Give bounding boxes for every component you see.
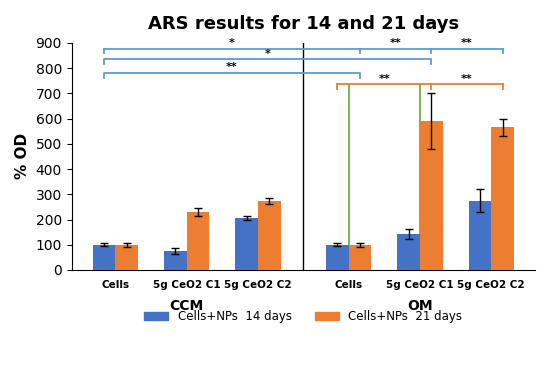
Text: **: ** bbox=[461, 38, 473, 48]
Text: CCM: CCM bbox=[169, 299, 204, 313]
Text: OM: OM bbox=[407, 299, 433, 313]
Text: *: * bbox=[265, 49, 271, 59]
Text: **: ** bbox=[226, 62, 238, 73]
Bar bbox=[258, 201, 280, 270]
Bar bbox=[164, 251, 186, 270]
Legend: Cells+NPs  14 days, Cells+NPs  21 days: Cells+NPs 14 days, Cells+NPs 21 days bbox=[140, 305, 467, 328]
Bar bbox=[116, 245, 138, 270]
Bar bbox=[186, 212, 210, 270]
Bar bbox=[93, 245, 116, 270]
Text: *: * bbox=[229, 38, 235, 48]
Y-axis label: % OD: % OD bbox=[15, 133, 30, 179]
Bar bbox=[326, 245, 349, 270]
Title: ARS results for 14 and 21 days: ARS results for 14 and 21 days bbox=[148, 15, 459, 33]
Bar bbox=[469, 201, 491, 270]
Bar bbox=[349, 245, 371, 270]
Bar bbox=[235, 218, 258, 270]
Text: **: ** bbox=[378, 74, 390, 84]
Text: **: ** bbox=[390, 38, 402, 48]
Bar bbox=[420, 121, 443, 270]
Bar bbox=[491, 127, 514, 270]
Bar bbox=[397, 234, 420, 270]
Text: **: ** bbox=[461, 74, 473, 84]
